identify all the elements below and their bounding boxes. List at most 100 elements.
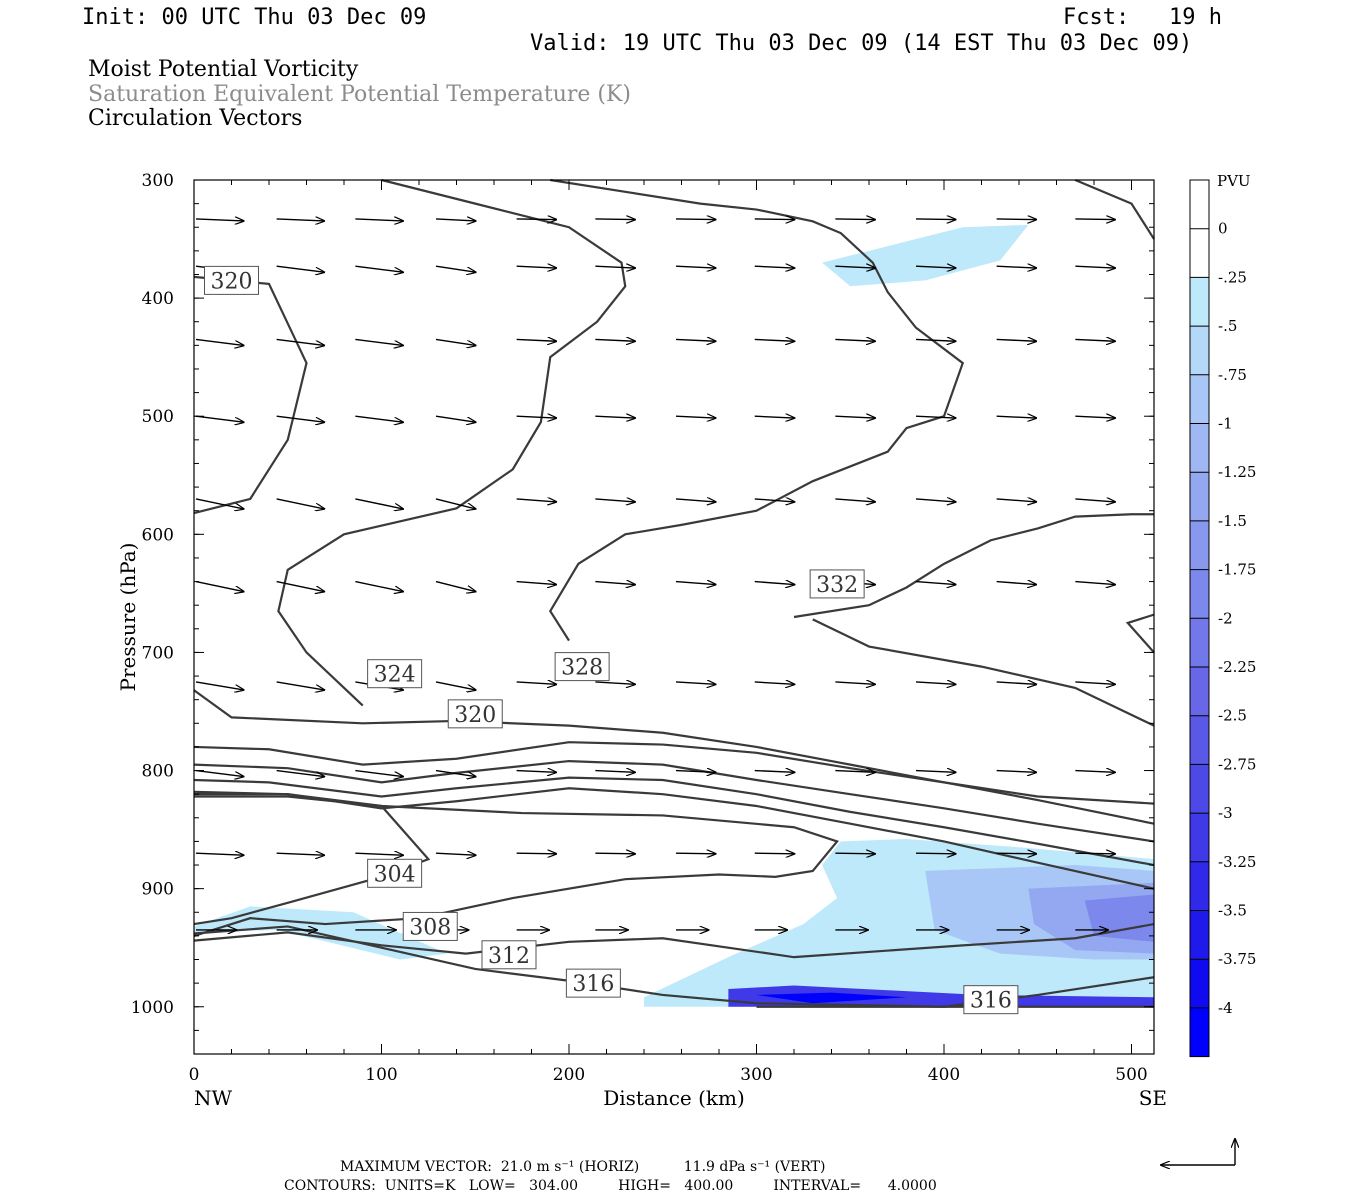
circulation-vector (1075, 416, 1115, 418)
circulation-vector (675, 682, 716, 684)
circulation-vector (516, 682, 557, 684)
circulation-vector (355, 265, 403, 272)
circulation-vector (435, 265, 476, 272)
circulation-vector (516, 499, 557, 502)
circulation-vector (915, 219, 956, 220)
circulation-vector (915, 682, 956, 684)
colorbar-swatch (1190, 228, 1209, 278)
contour-line-324 (193, 759, 1155, 843)
circulation-vector (675, 266, 716, 268)
colorbar-label: -3.5 (1218, 902, 1247, 920)
circulation-vector (915, 339, 956, 341)
circulation-vector (996, 682, 1037, 684)
circulation-vector (516, 219, 557, 220)
circulation-vector (355, 219, 403, 221)
colorbar-swatch (1190, 959, 1209, 1008)
colorbar-swatch (1190, 861, 1209, 911)
circulation-vector (195, 498, 244, 509)
colorbar-title: PVU (1217, 172, 1251, 190)
svg-text:328: 328 (561, 656, 603, 681)
colorbar-swatch (1190, 374, 1209, 424)
circulation-vector (595, 771, 635, 773)
circulation-vector (355, 580, 403, 592)
circulation-vector (835, 853, 875, 854)
contour-line-328 (548, 178, 965, 642)
contour-line-336 (1074, 178, 1155, 240)
circulation-vector (435, 219, 476, 221)
colorbar-label: -3 (1218, 804, 1233, 822)
colorbar-swatch (1190, 715, 1209, 765)
circulation-vector (195, 853, 244, 855)
circulation-vector (276, 415, 325, 422)
circulation-vector (996, 416, 1037, 418)
svg-text:332: 332 (816, 573, 858, 598)
circulation-vector (355, 498, 403, 509)
svg-text:316: 316 (572, 972, 614, 997)
circulation-vector (435, 498, 476, 509)
pv-shading (194, 224, 1154, 1007)
circulation-vector (835, 682, 875, 684)
circulation-vector (435, 769, 476, 777)
circulation-vector (195, 219, 244, 221)
pv-shade-region (822, 224, 1029, 287)
circulation-vector (675, 853, 716, 854)
contour-line-312 (193, 922, 1155, 959)
colorbar-label: -3.25 (1218, 853, 1256, 871)
axis-ticks: 0 100 200 300 400 500 300 400 500 600 700 800 900 100… (131, 171, 1154, 1085)
colorbar-label: -2.5 (1218, 707, 1247, 725)
colorbar-label: -1.25 (1218, 463, 1256, 481)
circulation-vector (595, 853, 635, 854)
circulation-vector (754, 219, 795, 220)
x-tick-label: 0 (189, 1065, 200, 1085)
x-end-label-right: SE (1139, 1086, 1167, 1110)
circulation-vector (835, 266, 875, 268)
circulation-vector (276, 219, 325, 221)
circulation-vector (754, 499, 795, 502)
plot-frame (193, 179, 1155, 1055)
title-vectors: Circulation Vectors (88, 106, 302, 131)
x-tick-label: 500 (1115, 1065, 1147, 1085)
circulation-vector (754, 853, 795, 854)
x-tick-label: 400 (928, 1065, 960, 1085)
circulation-vector (595, 339, 635, 341)
circulation-vector (276, 769, 325, 777)
circulation-vector (195, 338, 244, 345)
circulation-vector (516, 853, 557, 854)
y-tick-label: 1000 (131, 998, 174, 1018)
colorbar-label: -4 (1218, 999, 1233, 1017)
circulation-vector (1075, 266, 1115, 268)
circulation-vector (276, 498, 325, 509)
forecast-hour: Fcst: 19 h (1063, 5, 1222, 30)
contour-line-332 (812, 618, 1155, 727)
circulation-vector (435, 580, 476, 592)
reference-vector-icon (1161, 1139, 1235, 1165)
contour-label: 308 (402, 911, 458, 941)
colorbar: 0 -.25 -.5 -.75 -1 -1.25 -1.5 -1.75 -2 -2.25 -2.5 -… (1189, 179, 1256, 1058)
contour-label: 304 (367, 858, 423, 888)
circulation-vector (754, 582, 795, 585)
circulation-vector (915, 771, 956, 773)
colorbar-label: -3.75 (1218, 950, 1256, 968)
circulation-vector (276, 338, 325, 345)
title-mpv: Moist Potential Vorticity (88, 57, 359, 82)
circulation-vector (835, 219, 875, 220)
footer-contours: CONTOURS: UNITS=K LOW= 304.00 HIGH= 400.… (284, 1178, 937, 1194)
contour-line-340 (1125, 613, 1155, 654)
circulation-vector (516, 771, 557, 773)
colorbar-swatch (1190, 569, 1209, 619)
circulation-vector (915, 853, 956, 854)
circulation-vector (355, 338, 403, 345)
circulation-vector (754, 771, 795, 773)
circulation-vector (516, 416, 557, 418)
svg-text:308: 308 (409, 915, 451, 940)
circulation-vector (915, 582, 956, 585)
circulation-vector (996, 219, 1037, 220)
circulation-vector (195, 681, 244, 690)
circulation-vector (595, 682, 635, 684)
init-time: Init: 00 UTC Thu 03 Dec 09 (82, 5, 426, 30)
y-tick-label: 300 (142, 171, 174, 191)
contour-label: 320 (204, 265, 259, 295)
colorbar-label: -.5 (1218, 317, 1237, 335)
svg-text:304: 304 (374, 862, 416, 887)
